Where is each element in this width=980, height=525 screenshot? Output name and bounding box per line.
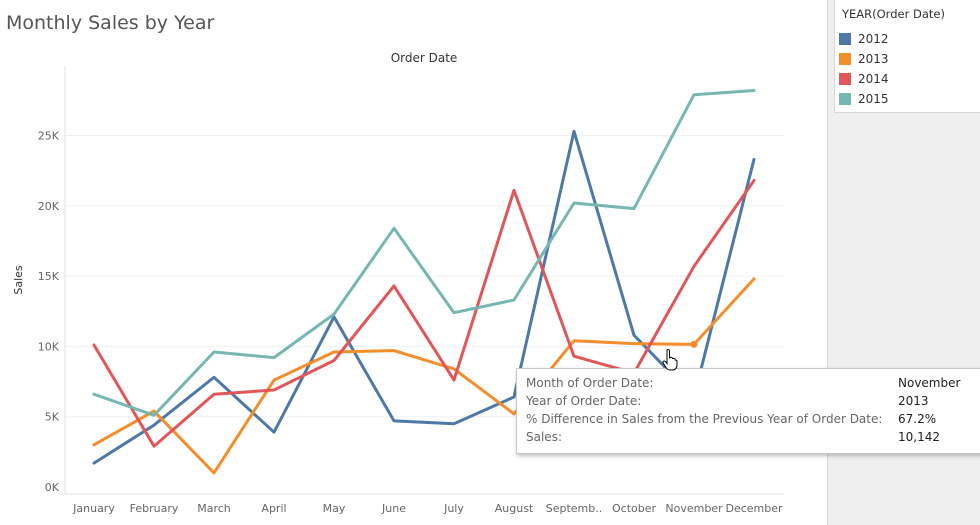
tooltip-label: Month of Order Date:: [526, 376, 654, 390]
legend-swatch: [839, 93, 851, 105]
x-tick-label: April: [261, 502, 286, 515]
tooltip-value: 67.2%: [898, 412, 937, 426]
line-chart[interactable]: Order Date Sales 0K 5K 10K 15K 20K 25K January…: [0, 0, 826, 525]
x-tick-label: October: [612, 502, 656, 515]
series-line-2012[interactable]: [92, 129, 756, 465]
legend-swatch: [839, 53, 851, 65]
legend-title: YEAR(Order Date): [842, 7, 945, 21]
x-tick-label: January: [72, 502, 115, 515]
legend-item-2014[interactable]: 2014: [839, 71, 889, 87]
highlighted-point[interactable]: [690, 340, 698, 348]
x-tick-label: Septemb..: [546, 502, 603, 515]
tooltip-label: % Difference in Sales from the Previous …: [526, 412, 883, 426]
tooltip-row: % Difference in Sales from the Previous …: [526, 412, 936, 429]
legend-label: 2014: [858, 72, 889, 86]
legend-item-2013[interactable]: 2013: [839, 51, 889, 67]
y-tick-label: 10K: [38, 340, 60, 353]
tooltip-value: 2013: [898, 394, 929, 408]
y-tick-label: 0K: [45, 481, 60, 494]
series-line-2015[interactable]: [92, 89, 756, 417]
legend-swatch: [839, 33, 851, 45]
tooltip-row: Month of Order Date: November: [526, 376, 960, 393]
x-tick-label: November: [665, 502, 723, 515]
legend-label: 2012: [858, 32, 889, 46]
x-tick-label: May: [323, 502, 346, 515]
tooltip-label: Sales:: [526, 430, 562, 444]
x-tick-label: August: [495, 502, 534, 515]
legend-label: 2013: [858, 52, 889, 66]
series-line-2013[interactable]: [92, 277, 756, 475]
y-tick-label: 5K: [45, 411, 60, 424]
y-tick-label: 25K: [38, 130, 60, 143]
x-tick-label: July: [443, 502, 464, 515]
x-tick-label: March: [197, 502, 231, 515]
hand-cursor-icon: [662, 349, 678, 371]
legend-item-2015[interactable]: 2015: [839, 91, 889, 107]
x-tick-label: December: [725, 502, 783, 515]
color-legend: YEAR(Order Date) 2012 2013 2014 2015: [834, 0, 980, 113]
legend-label: 2015: [858, 92, 889, 106]
tooltip-row: Year of Order Date: 2013: [526, 394, 929, 411]
tooltip-label: Year of Order Date:: [526, 394, 642, 408]
tooltip-value: 10,142: [898, 430, 940, 444]
y-axis-label: Sales: [12, 265, 25, 295]
legend-item-2012[interactable]: 2012: [839, 31, 889, 47]
tooltip: Month of Order Date: November Year of Or…: [516, 368, 980, 454]
x-axis-header: Order Date: [391, 51, 458, 65]
y-tick-label: 15K: [38, 270, 60, 283]
tooltip-row: Sales: 10,142: [526, 430, 940, 447]
x-tick-label: June: [381, 502, 406, 515]
chart-title: Monthly Sales by Year: [6, 12, 215, 34]
y-tick-label: 20K: [38, 200, 60, 213]
series-line-2014[interactable]: [92, 179, 756, 448]
legend-swatch: [839, 73, 851, 85]
tooltip-value: November: [898, 376, 961, 390]
x-tick-label: February: [130, 502, 179, 515]
